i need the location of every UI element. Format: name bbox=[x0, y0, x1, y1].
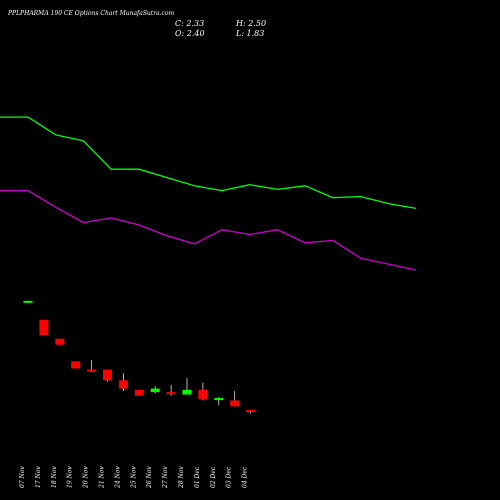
chart-title: PPLPHARMA 190 CE Options Chart MunafaSut… bbox=[8, 10, 175, 17]
candle-body bbox=[39, 319, 49, 336]
x-tick-label: 02 Dec bbox=[210, 466, 217, 488]
candle-body bbox=[103, 369, 112, 381]
candle-body bbox=[118, 380, 128, 389]
moving-average-layer bbox=[0, 116, 417, 271]
candle-body bbox=[182, 389, 192, 395]
candle-body bbox=[71, 361, 81, 369]
candle-body bbox=[246, 409, 256, 412]
candle-body bbox=[198, 389, 208, 400]
open-value: O: 2.40 bbox=[175, 29, 205, 38]
candle-body bbox=[23, 300, 33, 303]
x-tick-label: 04 Dec bbox=[242, 466, 249, 488]
low-value: L: 1.83 bbox=[236, 29, 265, 38]
candle-body bbox=[134, 389, 144, 396]
candle-body bbox=[214, 398, 224, 401]
x-tick-label: 28 Nov bbox=[178, 466, 185, 489]
x-tick-label: 20 Nov bbox=[83, 466, 90, 489]
ma-slow-line bbox=[0, 189, 417, 271]
x-tick-label: 25 Nov bbox=[130, 466, 137, 489]
candle-body bbox=[230, 400, 240, 407]
x-tick-label: 17 Nov bbox=[35, 466, 42, 488]
x-tick-label: 18 Nov bbox=[51, 466, 58, 488]
x-tick-label: 01 Dec bbox=[194, 466, 201, 488]
candle-body bbox=[55, 338, 65, 345]
x-tick-label: 03 Dec bbox=[226, 466, 233, 488]
x-tick-label: 24 Nov bbox=[114, 466, 121, 489]
x-tick-label: 19 Nov bbox=[67, 466, 74, 488]
candle-body bbox=[87, 369, 97, 372]
x-tick-label: 21 Nov bbox=[99, 466, 106, 489]
x-tick-label: 27 Nov bbox=[162, 466, 169, 489]
candle-body bbox=[166, 392, 176, 395]
x-axis: 07 Nov 17 Nov 18 Nov 19 Nov 20 Nov 21 Nov 24 N… bbox=[19, 466, 249, 489]
ma-fast-line bbox=[0, 116, 417, 210]
high-value: H: 2.50 bbox=[236, 19, 267, 28]
candles-layer bbox=[23, 300, 256, 414]
close-value: C: 2.33 bbox=[175, 19, 205, 28]
candle-body bbox=[150, 388, 160, 393]
x-tick-label: 07 Nov bbox=[19, 466, 26, 488]
x-tick-label: 26 Nov bbox=[146, 466, 153, 489]
